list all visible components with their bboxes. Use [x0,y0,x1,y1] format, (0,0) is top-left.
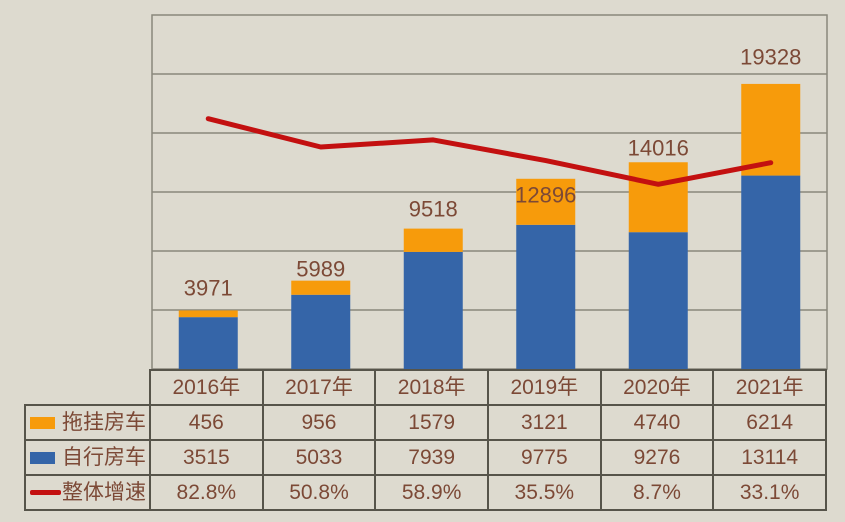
legend-line-swatch [30,490,61,495]
total-label-2020年: 14016 [628,136,689,161]
bar-towed-2016年 [178,310,238,318]
value-cell: 7939 [374,439,489,476]
series-label-cell: 整体增速 [24,474,151,511]
total-label-2021年: 19328 [740,45,801,70]
year-header-2019年: 2019年 [486,369,602,406]
value-cell: 13114 [712,439,827,476]
chart-data-table: 2016年 2017年 2018年 2019年 2020年 2021年 拖挂房车 456 95… [24,369,827,511]
year-header-2020年: 2020年 [599,369,715,406]
bar-towed-2019年 [516,178,576,225]
bar-motor-2018年 [403,251,463,369]
value-cell: 8.7% [599,474,715,511]
series-name: 自行房车 [62,446,146,469]
bar-motor-2016年 [178,317,238,369]
table-body: 拖挂房车 456 956 1579 3121 4740 6214 自行房车 3515 5033 79… [24,404,827,511]
value-cell: 50.8% [261,474,377,511]
series-label-cell: 拖挂房车 [24,404,151,441]
table-row: 拖挂房车 456 956 1579 3121 4740 6214 [24,404,827,441]
value-cell: 1579 [374,404,489,441]
value-cell: 9775 [486,439,602,476]
year-header-2016年: 2016年 [149,369,264,406]
value-cell: 6214 [712,404,827,441]
value-cell: 58.9% [374,474,489,511]
bar-towed-2017年 [291,280,351,295]
series-name: 整体增速 [62,481,146,504]
total-label-2018年: 9518 [409,197,458,222]
table-header-row: 2016年 2017年 2018年 2019年 2020年 2021年 [25,369,827,406]
year-header-2018年: 2018年 [374,369,489,406]
table-row: 整体增速 82.8% 50.8% 58.9% 35.5% 8.7% 33.1% [24,474,827,511]
series-name: 拖挂房车 [62,411,146,434]
value-cell: 3121 [486,404,602,441]
value-cell: 35.5% [486,474,602,511]
bar-motor-2017年 [291,294,351,369]
year-header-2017年: 2017年 [261,369,377,406]
table-corner-ghost-cell [25,370,150,405]
value-cell: 3515 [149,439,264,476]
value-cell: 5033 [261,439,377,476]
bar-motor-2020年 [628,232,688,369]
year-header-2021年: 2021年 [712,369,827,406]
total-label-2017年: 5989 [296,257,345,282]
plot-border [151,14,828,370]
series-label-cell: 自行房车 [24,439,151,476]
value-cell: 4740 [599,404,715,441]
value-cell: 33.1% [712,474,827,511]
total-label-2019年: 12896 [515,183,576,208]
value-cell: 956 [261,404,377,441]
value-cell: 456 [149,404,264,441]
value-cell: 9276 [599,439,715,476]
bar-towed-2018年 [403,228,463,252]
value-cell: 82.8% [149,474,264,511]
legend-color-swatch [30,416,55,429]
legend-color-swatch [30,451,55,464]
table-row: 自行房车 3515 5033 7939 9775 9276 13114 [24,439,827,476]
growth-line [205,116,774,187]
bar-motor-2021年 [741,175,801,369]
bar-towed-2020年 [628,162,688,233]
bar-motor-2019年 [516,224,576,369]
total-label-2016年: 3971 [184,276,233,301]
